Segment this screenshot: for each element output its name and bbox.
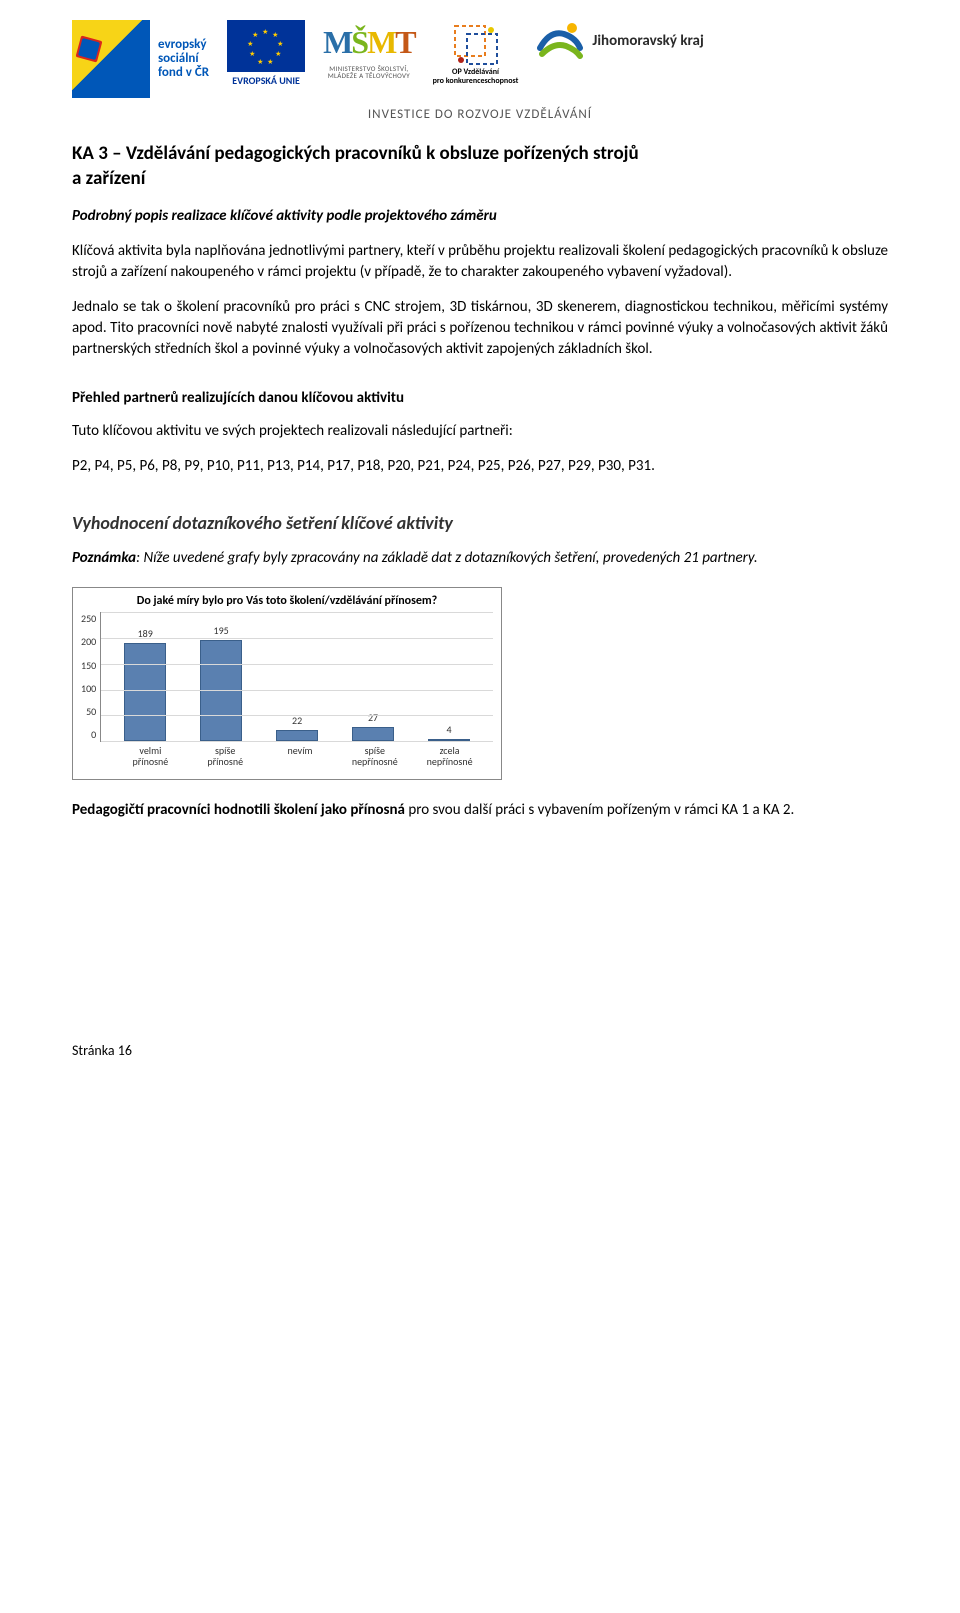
- y-tick: 50: [81, 705, 96, 719]
- gridline: [101, 638, 493, 639]
- esf-line1: evropský: [158, 38, 209, 52]
- conclusion-bold: Pedagogičtí pracovníci hodnotili školení…: [72, 801, 405, 819]
- partners-intro: Tuto klíčovou aktivitu ve svých projekte…: [72, 421, 888, 442]
- partners-heading: Přehled partnerů realizujících danou klí…: [72, 388, 888, 409]
- op-icon: [447, 20, 505, 68]
- x-label: spíšepřínosné: [188, 742, 263, 767]
- title-line1: KA 3 – Vzdělávání pedagogických pracovní…: [72, 142, 639, 165]
- esf-icon: [72, 20, 150, 98]
- bar: [124, 643, 166, 741]
- op-line2: pro konkurenceschopnost: [433, 77, 519, 86]
- paragraph-2: Jednalo se tak o školení pracovníků pro …: [72, 297, 888, 360]
- bar-wrap: 22: [259, 714, 335, 741]
- logo-eu: ★★ ★★ ★★ ★★ ★ EVROPSKÁ UNIE: [227, 20, 305, 88]
- gridline: [101, 664, 493, 665]
- conclusion: Pedagogičtí pracovníci hodnotili školení…: [72, 800, 888, 821]
- bar-wrap: 189: [107, 627, 183, 741]
- jmk-text: Jihomoravský kraj: [592, 31, 703, 52]
- x-label: spíšenepřínosné: [337, 742, 412, 767]
- logo-op: OP Vzdělávání pro konkurenceschopnost: [433, 20, 519, 86]
- msmt-line2: MLÁDEŽE A TĚLOVÝCHOVY: [323, 72, 415, 80]
- evaluation-heading: Vyhodnocení dotazníkového šetření klíčov…: [72, 511, 888, 536]
- esf-line2: sociální: [158, 52, 209, 66]
- page-footer: Stránka 16: [72, 1041, 888, 1061]
- bar: [352, 727, 394, 741]
- investice-tagline: INVESTICE DO ROZVOJE VZDĚLÁVÁNÍ: [72, 106, 888, 124]
- note-prefix: Poznámka: [72, 549, 136, 567]
- jmk-icon: [536, 20, 584, 62]
- gridline: [101, 715, 493, 716]
- esf-line3: fond v ČR: [158, 66, 209, 80]
- eu-label: EVROPSKÁ UNIE: [227, 74, 305, 88]
- paragraph-1: Klíčová aktivita byla naplňována jednotl…: [72, 241, 888, 283]
- bar: [276, 730, 318, 741]
- chart-title: Do jaké míry bylo pro Vás toto školení/v…: [81, 594, 493, 608]
- x-axis: velmipřínosnéspíšepřínosnénevímspíšenepř…: [107, 742, 493, 767]
- y-tick: 200: [81, 635, 96, 649]
- y-tick: 0: [81, 728, 96, 742]
- conclusion-rest: pro svou další práci s vybavením pořízen…: [405, 801, 794, 819]
- y-tick: 150: [81, 659, 96, 673]
- title-line2: a zařízení: [72, 167, 145, 190]
- bar-value-label: 27: [368, 711, 378, 725]
- bar-value-label: 4: [446, 723, 451, 737]
- x-label: velmipřínosné: [113, 742, 188, 767]
- x-label: nevím: [263, 742, 338, 767]
- x-label: zcelanepřínosné: [412, 742, 487, 767]
- note: Poznámka: Níže uvedené grafy byly zpraco…: [72, 548, 888, 569]
- gridline: [101, 612, 493, 613]
- gridline: [101, 690, 493, 691]
- chart-plot: 189 195 22 27 4: [100, 612, 493, 742]
- partners-list: P2, P4, P5, P6, P8, P9, P10, P11, P13, P…: [72, 456, 888, 477]
- note-body: : Níže uvedené grafy byly zpracovány na …: [136, 549, 758, 567]
- gridline: [101, 741, 493, 742]
- subtitle: Podrobný popis realizace klíčové aktivit…: [72, 206, 888, 227]
- logo-esf: evropský sociální fond v ČR: [72, 20, 209, 98]
- msmt-icon: MŠMT: [323, 20, 415, 65]
- bars-group: 189 195 22 27 4: [101, 612, 493, 741]
- logo-msmt: MŠMT MINISTERSTVO ŠKOLSTVÍ, MLÁDEŽE A TĚ…: [323, 20, 415, 80]
- logo-jmk: Jihomoravský kraj: [536, 20, 703, 62]
- eu-flag-icon: ★★ ★★ ★★ ★★ ★: [227, 20, 305, 72]
- page: evropský sociální fond v ČR ★★ ★★ ★★ ★★ …: [0, 0, 960, 1101]
- y-tick: 250: [81, 612, 96, 626]
- bar-wrap: 195: [183, 624, 259, 741]
- bar-wrap: 4: [411, 723, 487, 741]
- bar-value-label: 195: [214, 624, 229, 638]
- chart-area: 250 200 150 100 50 0 189 195 22 27 4: [81, 612, 493, 742]
- chart-container: Do jaké míry bylo pro Vás toto školení/v…: [72, 587, 502, 780]
- page-title: KA 3 – Vzdělávání pedagogických pracovní…: [72, 142, 888, 191]
- esf-text: evropský sociální fond v ČR: [158, 38, 209, 81]
- y-axis: 250 200 150 100 50 0: [81, 612, 100, 742]
- header-logos: evropský sociální fond v ČR ★★ ★★ ★★ ★★ …: [72, 20, 888, 98]
- y-tick: 100: [81, 682, 96, 696]
